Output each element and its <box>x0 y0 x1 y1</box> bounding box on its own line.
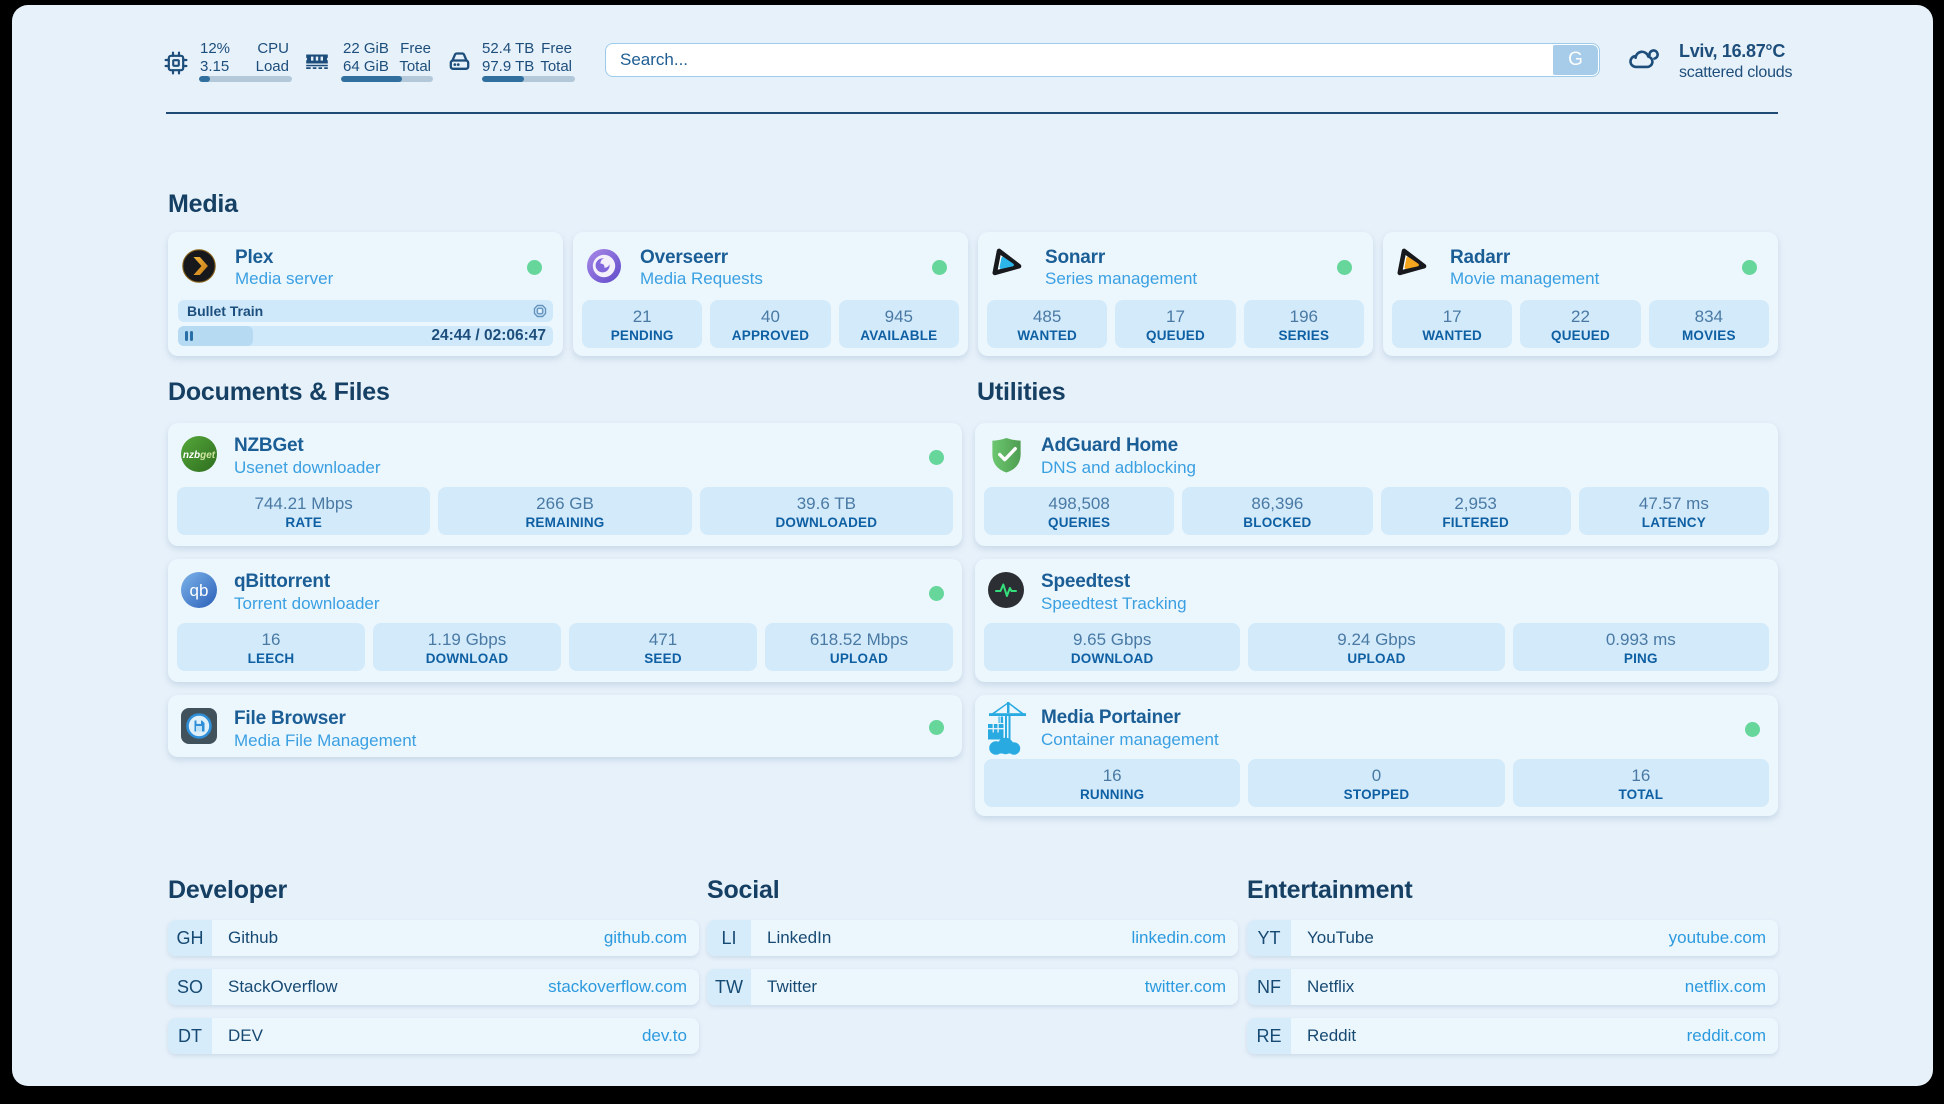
svg-text:nzbget: nzbget <box>183 450 216 461</box>
svg-text:qb: qb <box>190 581 209 600</box>
